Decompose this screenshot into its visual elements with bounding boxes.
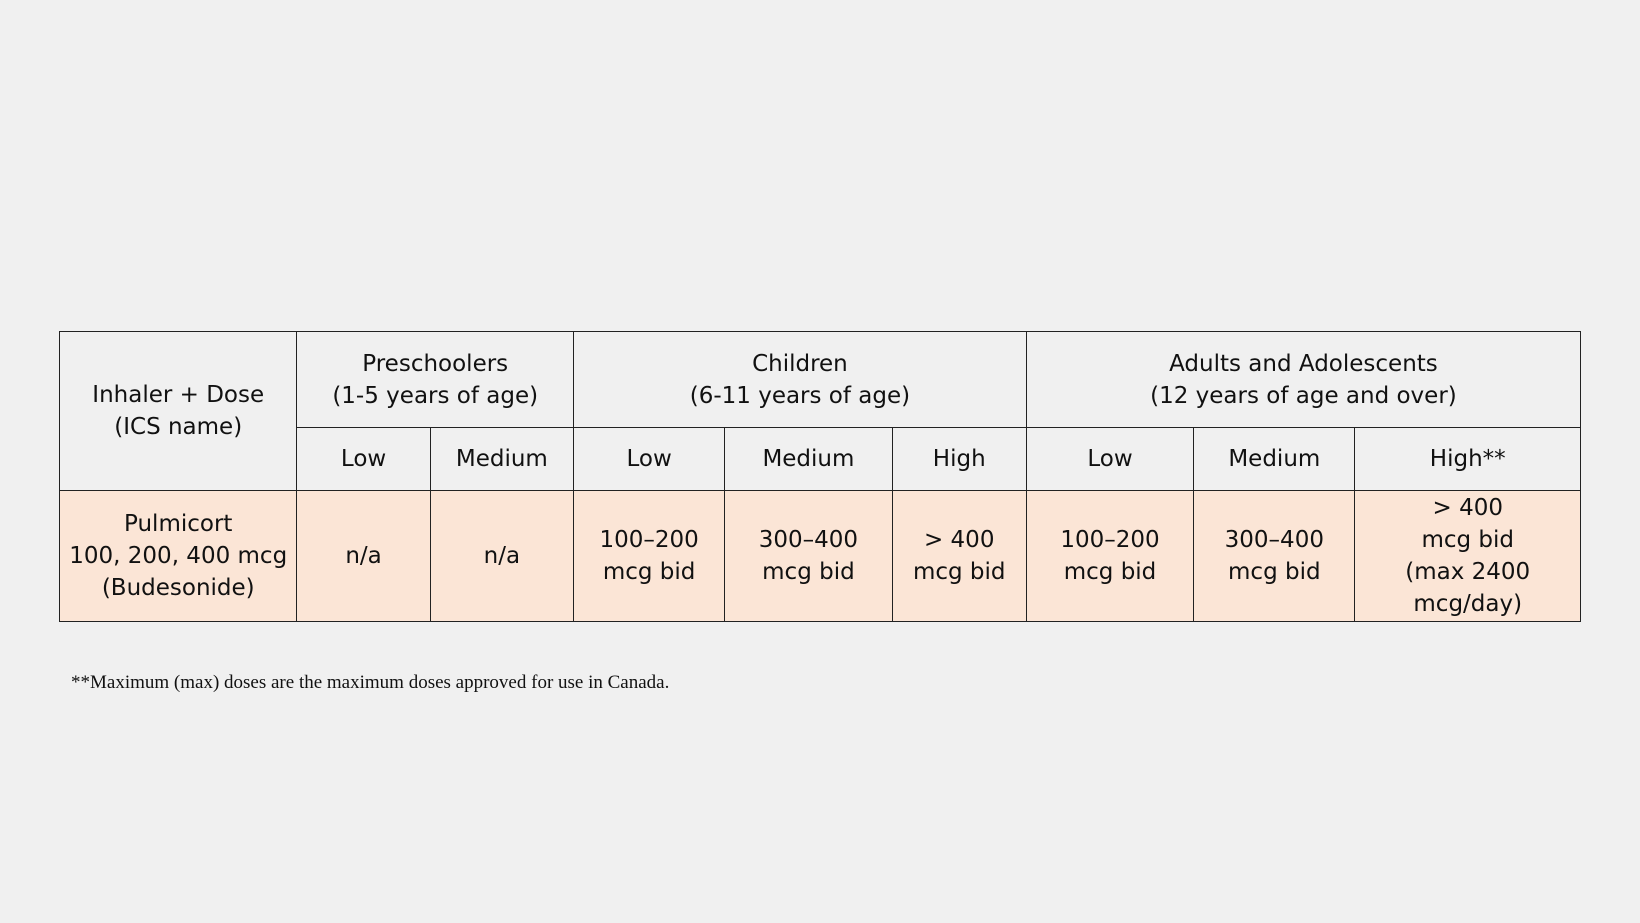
preschoolers-medium-header: Medium (429, 427, 574, 491)
table-group-header-row: Inhaler + Dose (ICS name) Preschoolers (… (58, 331, 1582, 491)
children-medium-header: Medium (724, 427, 893, 491)
preschoolers-low-header: Low (296, 427, 431, 491)
adults-low-cell: 100–200 mcg bid (1025, 490, 1195, 622)
preschoolers-header: Preschoolers (1-5 years of age) (296, 331, 574, 428)
preschoolers-low-cell: n/a (296, 490, 431, 622)
adults-medium-header: Medium (1193, 427, 1356, 491)
adults-low-header: Low (1025, 427, 1195, 491)
children-header: Children (6-11 years of age) (572, 331, 1027, 428)
children-low-header: Low (572, 427, 726, 491)
adults-high-cell: > 400 mcg bid (max 2400 mcg/day) (1354, 490, 1581, 622)
children-high-header: High (891, 427, 1027, 491)
adults-high-header: High** (1354, 427, 1581, 491)
adults-medium-cell: 300–400 mcg bid (1193, 490, 1356, 622)
inhaler-dose-header: Inhaler + Dose (ICS name) (58, 331, 298, 491)
children-high-cell: > 400 mcg bid (891, 490, 1027, 622)
ics-dose-table: Inhaler + Dose (ICS name) Preschoolers (… (58, 331, 1582, 622)
inhaler-name-cell: Pulmicort 100, 200, 400 mcg (Budesonide) (58, 490, 298, 622)
adults-header: Adults and Adolescents (12 years of age … (1025, 331, 1582, 428)
footnote: **Maximum (max) doses are the maximum do… (71, 672, 670, 693)
table-row: Pulmicort 100, 200, 400 mcg (Budesonide)… (58, 490, 1581, 622)
children-medium-cell: 300–400 mcg bid (724, 490, 893, 622)
preschoolers-medium-cell: n/a (429, 490, 574, 622)
children-low-cell: 100–200 mcg bid (572, 490, 726, 622)
